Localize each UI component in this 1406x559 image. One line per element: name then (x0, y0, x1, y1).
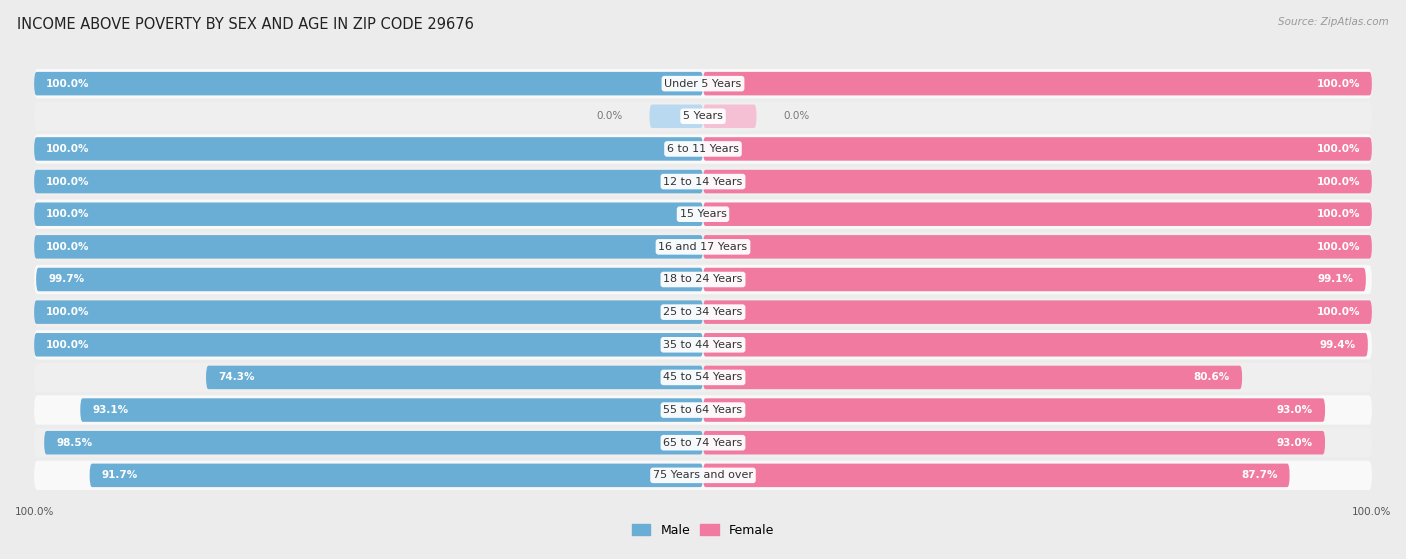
Legend: Male, Female: Male, Female (627, 519, 779, 542)
FancyBboxPatch shape (34, 297, 1372, 327)
FancyBboxPatch shape (44, 431, 703, 454)
FancyBboxPatch shape (90, 463, 703, 487)
FancyBboxPatch shape (34, 330, 1372, 359)
Text: 25 to 34 Years: 25 to 34 Years (664, 307, 742, 317)
FancyBboxPatch shape (34, 232, 1372, 262)
Text: 98.5%: 98.5% (56, 438, 93, 448)
Text: 91.7%: 91.7% (101, 470, 138, 480)
Text: 100.0%: 100.0% (46, 242, 90, 252)
FancyBboxPatch shape (703, 105, 756, 128)
Text: INCOME ABOVE POVERTY BY SEX AND AGE IN ZIP CODE 29676: INCOME ABOVE POVERTY BY SEX AND AGE IN Z… (17, 17, 474, 32)
FancyBboxPatch shape (34, 333, 703, 357)
Text: 99.7%: 99.7% (48, 274, 84, 285)
Text: 100.0%: 100.0% (1316, 144, 1360, 154)
FancyBboxPatch shape (34, 363, 1372, 392)
FancyBboxPatch shape (34, 202, 703, 226)
Text: 100.0%: 100.0% (1316, 307, 1360, 317)
FancyBboxPatch shape (703, 366, 1241, 389)
Text: 100.0%: 100.0% (46, 144, 90, 154)
Text: 100.0%: 100.0% (1316, 242, 1360, 252)
Text: 0.0%: 0.0% (783, 111, 810, 121)
Text: 65 to 74 Years: 65 to 74 Years (664, 438, 742, 448)
FancyBboxPatch shape (703, 72, 1372, 96)
FancyBboxPatch shape (703, 170, 1372, 193)
Text: Under 5 Years: Under 5 Years (665, 79, 741, 89)
FancyBboxPatch shape (37, 268, 703, 291)
FancyBboxPatch shape (650, 105, 703, 128)
Text: 100.0%: 100.0% (1316, 209, 1360, 219)
Text: 93.0%: 93.0% (1277, 438, 1313, 448)
Text: Source: ZipAtlas.com: Source: ZipAtlas.com (1278, 17, 1389, 27)
FancyBboxPatch shape (34, 200, 1372, 229)
Text: 100.0%: 100.0% (1316, 79, 1360, 89)
Text: 99.4%: 99.4% (1320, 340, 1355, 350)
Text: 100.0%: 100.0% (46, 177, 90, 187)
FancyBboxPatch shape (34, 102, 1372, 131)
FancyBboxPatch shape (80, 399, 703, 422)
Text: 99.1%: 99.1% (1317, 274, 1354, 285)
FancyBboxPatch shape (703, 202, 1372, 226)
Text: 0.0%: 0.0% (596, 111, 623, 121)
Text: 15 Years: 15 Years (679, 209, 727, 219)
Text: 93.0%: 93.0% (1277, 405, 1313, 415)
FancyBboxPatch shape (34, 428, 1372, 457)
Text: 5 Years: 5 Years (683, 111, 723, 121)
FancyBboxPatch shape (34, 461, 1372, 490)
FancyBboxPatch shape (34, 134, 1372, 164)
FancyBboxPatch shape (703, 333, 1368, 357)
Text: 100.0%: 100.0% (46, 307, 90, 317)
FancyBboxPatch shape (34, 137, 703, 160)
Text: 18 to 24 Years: 18 to 24 Years (664, 274, 742, 285)
FancyBboxPatch shape (34, 170, 703, 193)
Text: 6 to 11 Years: 6 to 11 Years (666, 144, 740, 154)
Text: 100.0%: 100.0% (46, 209, 90, 219)
FancyBboxPatch shape (703, 300, 1372, 324)
FancyBboxPatch shape (34, 265, 1372, 294)
FancyBboxPatch shape (703, 268, 1365, 291)
Text: 74.3%: 74.3% (218, 372, 254, 382)
FancyBboxPatch shape (34, 395, 1372, 425)
FancyBboxPatch shape (703, 463, 1289, 487)
Text: 87.7%: 87.7% (1241, 470, 1278, 480)
FancyBboxPatch shape (34, 69, 1372, 98)
Text: 75 Years and over: 75 Years and over (652, 470, 754, 480)
FancyBboxPatch shape (34, 72, 703, 96)
Text: 100.0%: 100.0% (46, 340, 90, 350)
Text: 45 to 54 Years: 45 to 54 Years (664, 372, 742, 382)
Text: 100.0%: 100.0% (1316, 177, 1360, 187)
FancyBboxPatch shape (703, 431, 1324, 454)
Text: 16 and 17 Years: 16 and 17 Years (658, 242, 748, 252)
Text: 80.6%: 80.6% (1194, 372, 1230, 382)
FancyBboxPatch shape (703, 137, 1372, 160)
FancyBboxPatch shape (703, 399, 1324, 422)
Text: 12 to 14 Years: 12 to 14 Years (664, 177, 742, 187)
FancyBboxPatch shape (34, 167, 1372, 196)
Text: 93.1%: 93.1% (93, 405, 128, 415)
Text: 55 to 64 Years: 55 to 64 Years (664, 405, 742, 415)
FancyBboxPatch shape (703, 235, 1372, 259)
FancyBboxPatch shape (34, 235, 703, 259)
Text: 35 to 44 Years: 35 to 44 Years (664, 340, 742, 350)
FancyBboxPatch shape (34, 300, 703, 324)
Text: 100.0%: 100.0% (46, 79, 90, 89)
FancyBboxPatch shape (207, 366, 703, 389)
